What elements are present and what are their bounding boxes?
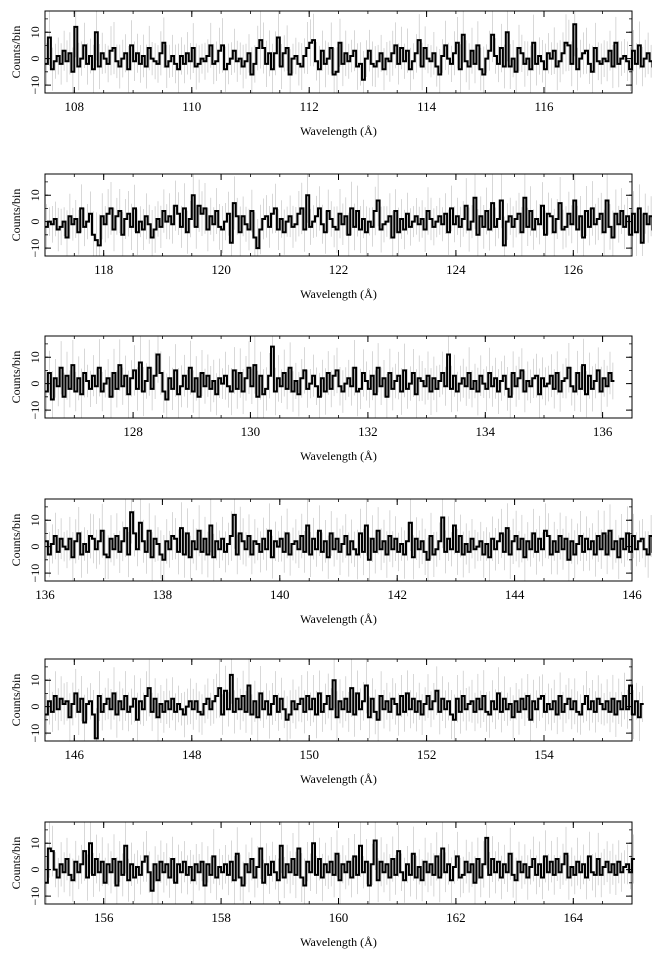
panel-6: 156 158 160 162 164 −10 0 10 Wavelength (Å) Count… xyxy=(9,822,635,949)
panel-3-y-axis-label: Counts/bin xyxy=(9,351,23,404)
panel-6-x-tick-label: 160 xyxy=(329,910,349,925)
panel-5-x-tick-label: 146 xyxy=(65,747,85,762)
panel-6-error-bars xyxy=(47,822,634,904)
panel-3-x-tick-label: 132 xyxy=(358,424,378,439)
panel-2-y-tick-label: 10 xyxy=(28,189,42,201)
panel-2: 118 120 122 124 126 −10 0 10 Wavelength (Å) Count… xyxy=(9,174,652,301)
panel-2-x-tick-label: 118 xyxy=(94,262,113,277)
panel-3-x-tick-label: 128 xyxy=(123,424,143,439)
panel-4-x-tick-label: 146 xyxy=(622,587,642,602)
panel-1-error-bars xyxy=(47,11,652,93)
panel-4-x-tick-label: 138 xyxy=(153,587,173,602)
panel-5-y-tick-label: 0 xyxy=(28,704,42,710)
panel-4-x-tick-label: 140 xyxy=(270,587,290,602)
panel-1-x-tick-label: 108 xyxy=(65,99,85,114)
panel-6-y-tick-label: 0 xyxy=(28,867,42,873)
panel-1-x-tick-label: 110 xyxy=(182,99,201,114)
panel-3: 128 130 132 134 136 −10 0 10 Wavelength (Å) Count… xyxy=(9,336,632,463)
panel-3-x-tick-label: 136 xyxy=(593,424,613,439)
panel-5-x-tick-label: 150 xyxy=(299,747,319,762)
panel-3-y-tick-label: 0 xyxy=(28,381,42,387)
panel-5-x-tick-label: 148 xyxy=(182,747,202,762)
panel-4: 136 138 140 142 144 146 −10 0 10 Wavelength (Å) Co… xyxy=(9,499,652,626)
panel-6-x-axis-label: Wavelength (Å) xyxy=(300,935,377,949)
panel-6-x-tick-label: 158 xyxy=(211,910,231,925)
panel-2-x-axis-label: Wavelength (Å) xyxy=(300,287,377,301)
panel-5-y-tick-label: −10 xyxy=(28,724,42,743)
panel-6-y-tick-label: 10 xyxy=(28,837,42,849)
panel-5: 146 148 150 152 154 −10 0 10 Wavelength (Å) Count… xyxy=(9,659,644,786)
panel-1-x-tick-label: 114 xyxy=(417,99,437,114)
panel-4-x-axis-label: Wavelength (Å) xyxy=(300,612,377,626)
panel-6-x-tick-label: 162 xyxy=(446,910,466,925)
panel-2-y-tick-label: −10 xyxy=(28,239,42,258)
panel-2-x-tick-label: 122 xyxy=(329,262,349,277)
panel-2-y-axis-label: Counts/bin xyxy=(9,189,23,242)
panel-6-y-tick-label: −10 xyxy=(28,887,42,906)
panel-2-x-tick-label: 120 xyxy=(211,262,231,277)
panel-1: 108 110 112 114 116 −10 0 10 Wavelength (Å) Count… xyxy=(9,11,652,138)
panel-3-x-tick-label: 134 xyxy=(476,424,496,439)
panel-5-y-tick-label: 10 xyxy=(28,674,42,686)
panel-6-x-tick-label: 156 xyxy=(94,910,114,925)
panel-4-y-axis-label: Counts/bin xyxy=(9,514,23,567)
panel-1-y-tick-label: 0 xyxy=(28,56,42,62)
panel-3-series-line xyxy=(45,347,614,400)
panel-6-x-tick-label: 164 xyxy=(564,910,584,925)
panel-2-x-tick-label: 124 xyxy=(446,262,466,277)
panel-5-x-axis-label: Wavelength (Å) xyxy=(300,772,377,786)
panel-4-x-tick-label: 142 xyxy=(387,587,407,602)
panel-3-y-tick-label: 10 xyxy=(28,351,42,363)
panel-4-x-tick-label: 144 xyxy=(505,587,525,602)
panel-3-x-tick-label: 130 xyxy=(241,424,261,439)
panel-5-x-tick-label: 152 xyxy=(417,747,437,762)
panel-2-x-tick-label: 126 xyxy=(564,262,584,277)
panel-1-x-tick-label: 112 xyxy=(300,99,319,114)
panel-1-y-axis-label: Counts/bin xyxy=(9,26,23,79)
panel-5-series-line xyxy=(45,675,644,739)
panel-4-x-tick-label: 136 xyxy=(35,587,55,602)
panel-5-x-tick-label: 154 xyxy=(534,747,554,762)
panel-3-x-axis-label: Wavelength (Å) xyxy=(300,449,377,463)
panel-4-y-tick-label: 10 xyxy=(28,514,42,526)
panel-4-y-tick-label: 0 xyxy=(28,544,42,550)
panel-4-y-tick-label: −10 xyxy=(28,564,42,583)
panel-5-y-axis-label: Counts/bin xyxy=(9,674,23,727)
panel-3-y-tick-label: −10 xyxy=(28,401,42,420)
panel-1-y-tick-label: 10 xyxy=(28,26,42,38)
panel-6-y-axis-label: Counts/bin xyxy=(9,837,23,890)
panel-1-y-tick-label: −10 xyxy=(28,76,42,95)
panel-1-x-tick-label: 116 xyxy=(534,99,554,114)
panel-2-y-tick-label: 0 xyxy=(28,219,42,225)
panel-1-x-axis-label: Wavelength (Å) xyxy=(300,124,377,138)
